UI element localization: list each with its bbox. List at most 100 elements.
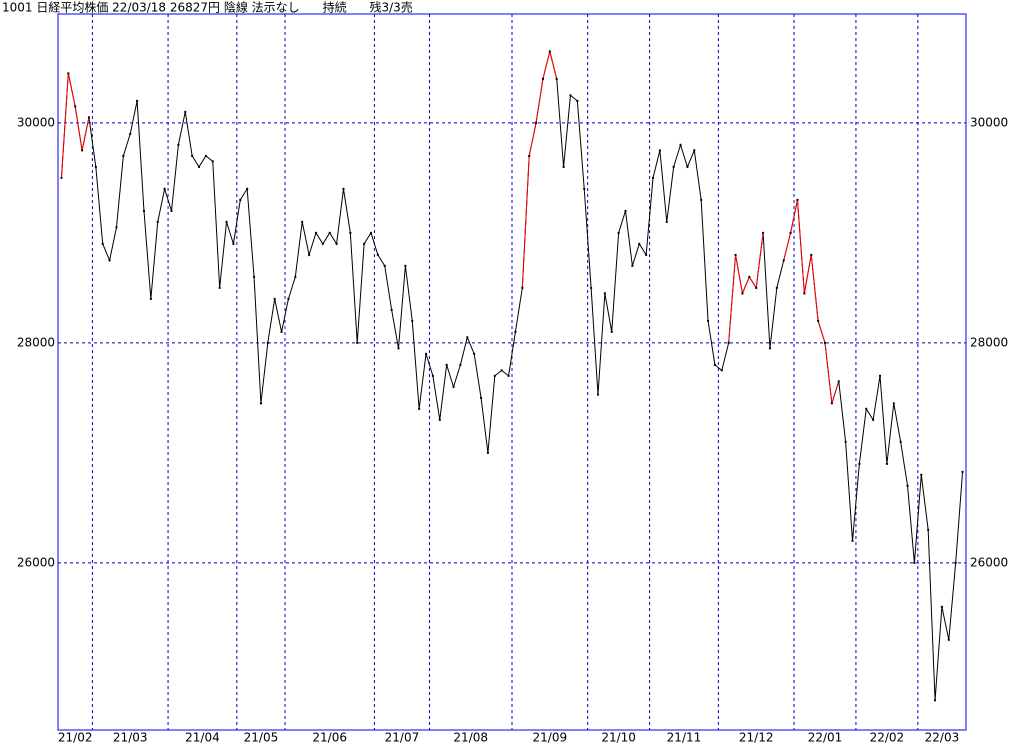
price-dot: [768, 347, 771, 350]
price-dot: [225, 220, 228, 223]
price-dot: [961, 470, 964, 473]
price-dot: [328, 231, 331, 234]
price-dot: [204, 154, 207, 157]
price-dot: [94, 165, 97, 168]
price-dot: [404, 264, 407, 267]
price-dot: [129, 132, 132, 135]
price-dot: [803, 292, 806, 295]
price-dot: [198, 165, 201, 168]
price-dot: [555, 77, 558, 80]
price-dot: [356, 341, 359, 344]
price-dot: [514, 330, 517, 333]
price-dot: [507, 374, 510, 377]
price-dot: [610, 330, 613, 333]
y-tick-label: 26000: [17, 555, 55, 569]
price-dot: [755, 286, 758, 289]
price-dot: [156, 220, 159, 223]
price-dot: [810, 253, 813, 256]
price-dot: [473, 352, 476, 355]
price-dot: [74, 105, 77, 108]
price-dot: [631, 264, 634, 267]
price-dot: [314, 231, 317, 234]
price-dot: [149, 297, 152, 300]
x-tick-label: 21/05: [244, 731, 279, 745]
x-tick-label: 22/03: [925, 731, 960, 745]
price-dot: [438, 418, 441, 421]
price-dot: [81, 149, 84, 152]
price-dot: [899, 440, 902, 443]
price-dot: [562, 165, 565, 168]
price-dot: [452, 385, 455, 388]
price-dot: [101, 242, 104, 245]
price-dot: [830, 402, 833, 405]
x-tick-label: 21/07: [385, 731, 420, 745]
x-tick-label: 22/01: [808, 731, 843, 745]
price-dot: [431, 374, 434, 377]
y-tick-label: 28000: [17, 335, 55, 349]
price-dot: [363, 242, 366, 245]
price-dot: [624, 209, 627, 212]
x-tick-label: 21/09: [533, 731, 568, 745]
price-dot: [954, 561, 957, 564]
price-dot: [658, 149, 661, 152]
chart-title: 1001 日経平均株価 22/03/18 26827円 陰線 法示なし 持続 残…: [2, 0, 413, 15]
x-tick-label: 21/06: [312, 731, 347, 745]
price-line: [60, 51, 840, 404]
price-dot: [115, 226, 118, 229]
price-dot: [259, 402, 262, 405]
price-dot: [693, 149, 696, 152]
price-dot: [858, 462, 861, 465]
price-dot: [541, 77, 544, 80]
price-dot: [397, 347, 400, 350]
price-dot: [548, 50, 551, 53]
price-dot: [596, 393, 599, 396]
price-dot: [686, 165, 689, 168]
price-dot: [879, 374, 882, 377]
price-dot: [287, 297, 290, 300]
price-dot: [376, 253, 379, 256]
price-dot: [184, 110, 187, 113]
price-dot: [775, 286, 778, 289]
x-tick-label: 21/08: [453, 731, 488, 745]
y-tick-label-right: 26000: [970, 555, 1008, 569]
x-tick-label: 21/03: [113, 731, 148, 745]
price-dot: [170, 209, 173, 212]
price-dot: [369, 231, 372, 234]
x-tick-label: 21/10: [601, 731, 636, 745]
price-dot: [713, 363, 716, 366]
price-dot: [349, 231, 352, 234]
price-dot: [521, 286, 524, 289]
price-dot: [940, 605, 943, 608]
price-dot: [500, 369, 503, 372]
price-dot: [934, 699, 937, 702]
price-dot: [844, 440, 847, 443]
price-dot: [411, 319, 414, 322]
price-dot: [342, 187, 345, 190]
price-dot: [480, 396, 483, 399]
price-dot: [679, 143, 682, 146]
price-dot: [253, 275, 256, 278]
price-dot: [486, 451, 489, 454]
price-dot: [569, 94, 572, 97]
price-dot: [865, 407, 868, 410]
y-tick-label: 30000: [17, 115, 55, 129]
price-dot: [583, 187, 586, 190]
x-tick-label: 21/04: [185, 731, 220, 745]
price-dot: [913, 561, 916, 564]
price-dot: [108, 259, 111, 262]
price-dot: [720, 369, 723, 372]
price-dot: [383, 264, 386, 267]
price-dot: [672, 165, 675, 168]
price-dot: [892, 402, 895, 405]
price-dot: [817, 319, 820, 322]
price-dot: [652, 176, 655, 179]
price-dot: [321, 242, 324, 245]
price-dot: [239, 198, 242, 201]
price-dot: [727, 341, 730, 344]
price-dot: [177, 143, 180, 146]
x-tick-label: 21/12: [739, 731, 774, 745]
price-dot: [218, 286, 221, 289]
price-dot: [748, 275, 751, 278]
price-dot: [273, 297, 276, 300]
